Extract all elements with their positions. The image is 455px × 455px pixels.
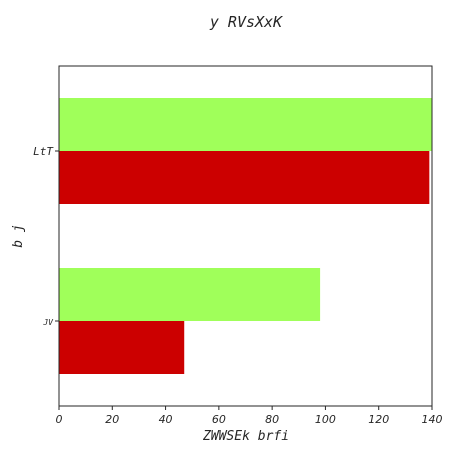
bars-group (59, 98, 432, 374)
y-tick-label-LtT: LtT (33, 145, 54, 158)
x-tick-label-120: 120 (368, 413, 389, 426)
chart-title: y RVsXxK (209, 13, 283, 31)
plot-frame (58, 65, 433, 407)
x-tick-label-100: 100 (315, 413, 336, 426)
bar-LtT-series-2 (59, 151, 430, 204)
bar-LtT-series-1 (59, 98, 432, 151)
x-tick-label-80: 80 (265, 413, 279, 426)
x-tick-label-40: 40 (159, 413, 173, 426)
bar-JV-series-2 (59, 321, 185, 374)
x-tick-label-60: 60 (212, 413, 226, 426)
x-axis-ticks: 0 20 40 60 80 100 120 140 (56, 406, 443, 426)
bar-JV-series-1 (59, 268, 321, 321)
y-axis-label: b j (11, 224, 26, 247)
x-tick-label-0: 0 (56, 413, 63, 426)
y-tick-label-JV: JV (42, 318, 54, 327)
x-axis-label: ZWWSEk brfi (202, 429, 289, 444)
y-axis-categories: LtT JV (33, 145, 59, 327)
x-tick-label-140: 140 (422, 413, 443, 426)
x-tick-label-20: 20 (105, 413, 119, 426)
